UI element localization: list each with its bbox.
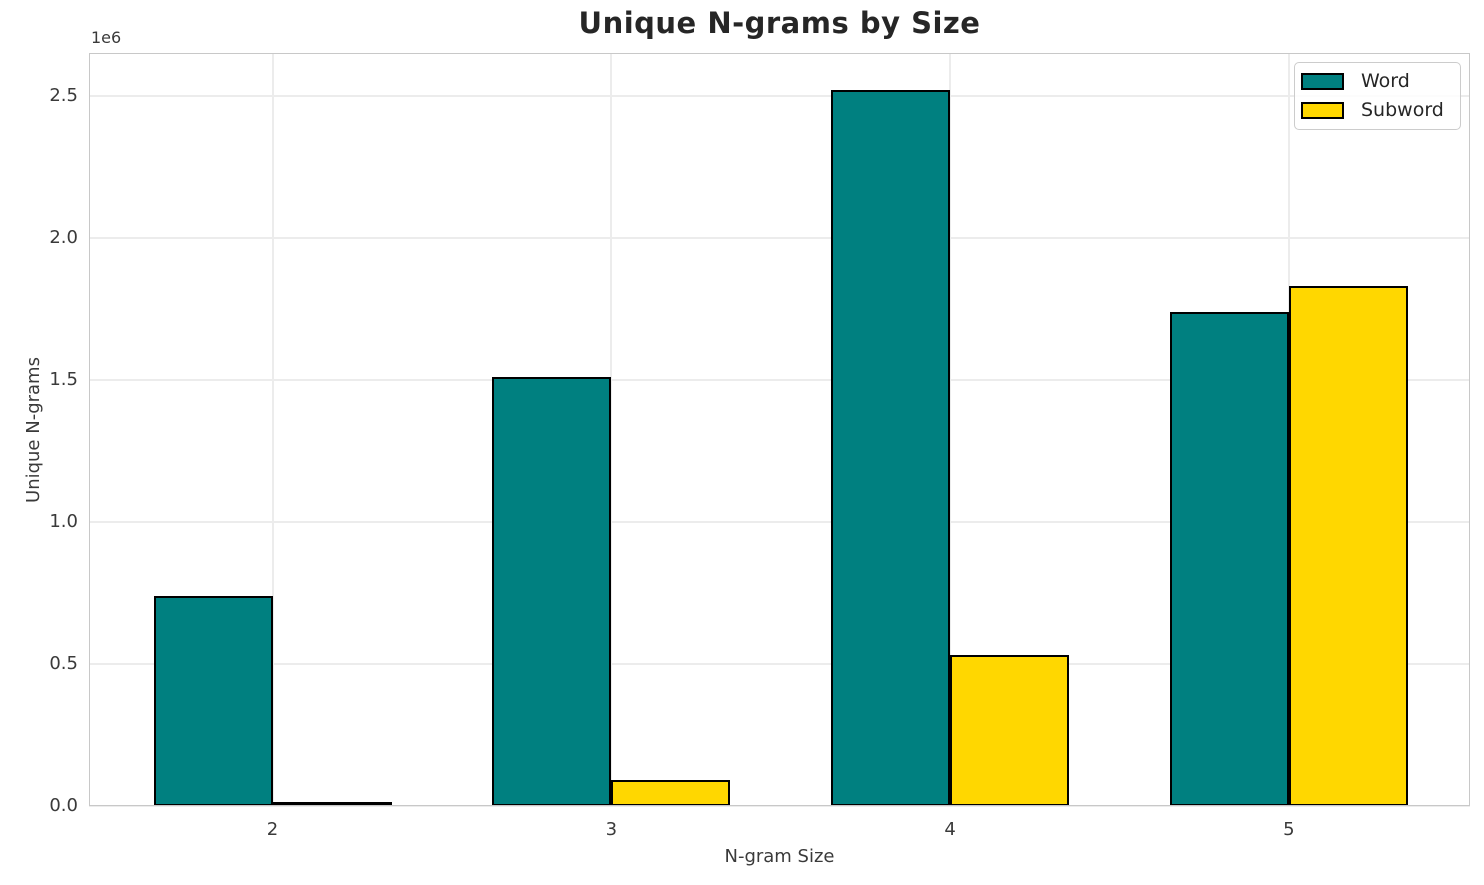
- legend: Word Subword: [1294, 62, 1461, 130]
- legend-item-word: Word: [1301, 71, 1452, 92]
- x-tick-label: 2: [266, 819, 279, 840]
- y-gridline: [89, 236, 1470, 239]
- legend-swatch-subword: [1301, 101, 1344, 119]
- y-axis-offset-label: 1e6: [91, 28, 122, 47]
- bar-word-5: [1170, 312, 1289, 806]
- y-axis-label: Unique N-grams: [23, 357, 44, 503]
- y-gridline: [89, 805, 1470, 807]
- chart-title: Unique N-grams by Size: [578, 6, 981, 40]
- bar-subword-2: [273, 802, 392, 806]
- y-tick-label: 0.5: [49, 652, 78, 674]
- x-gridline: [949, 53, 952, 806]
- x-axis-label: N-gram Size: [724, 846, 835, 867]
- legend-label-subword: Subword: [1361, 98, 1444, 121]
- legend-swatch-word: [1301, 72, 1344, 90]
- plot-area: [89, 53, 1470, 807]
- x-tick-label: 4: [944, 819, 956, 840]
- y-tick-label: 1.0: [49, 510, 78, 532]
- legend-item-subword: Subword: [1301, 98, 1452, 121]
- legend-label-word: Word: [1361, 70, 1410, 92]
- bar-subword-5: [1289, 286, 1408, 806]
- y-gridline: [89, 94, 1470, 97]
- y-tick-label: 2.5: [49, 84, 78, 106]
- x-tick-label: 3: [605, 819, 618, 840]
- y-tick-label: 2.0: [49, 226, 78, 248]
- bar-word-2: [154, 596, 273, 806]
- y-gridline: [89, 662, 1470, 665]
- y-tick-label: 0.0: [49, 795, 78, 816]
- y-gridline: [89, 378, 1470, 381]
- x-gridline: [271, 53, 274, 806]
- y-gridline: [89, 520, 1470, 523]
- x-tick-label: 5: [1283, 819, 1295, 840]
- bar-word-4: [831, 90, 950, 806]
- bar-subword-4: [950, 655, 1069, 806]
- x-gridline: [610, 53, 613, 806]
- bar-word-3: [492, 377, 611, 806]
- y-tick-label: 1.5: [49, 368, 78, 390]
- bar-subword-3: [611, 780, 730, 806]
